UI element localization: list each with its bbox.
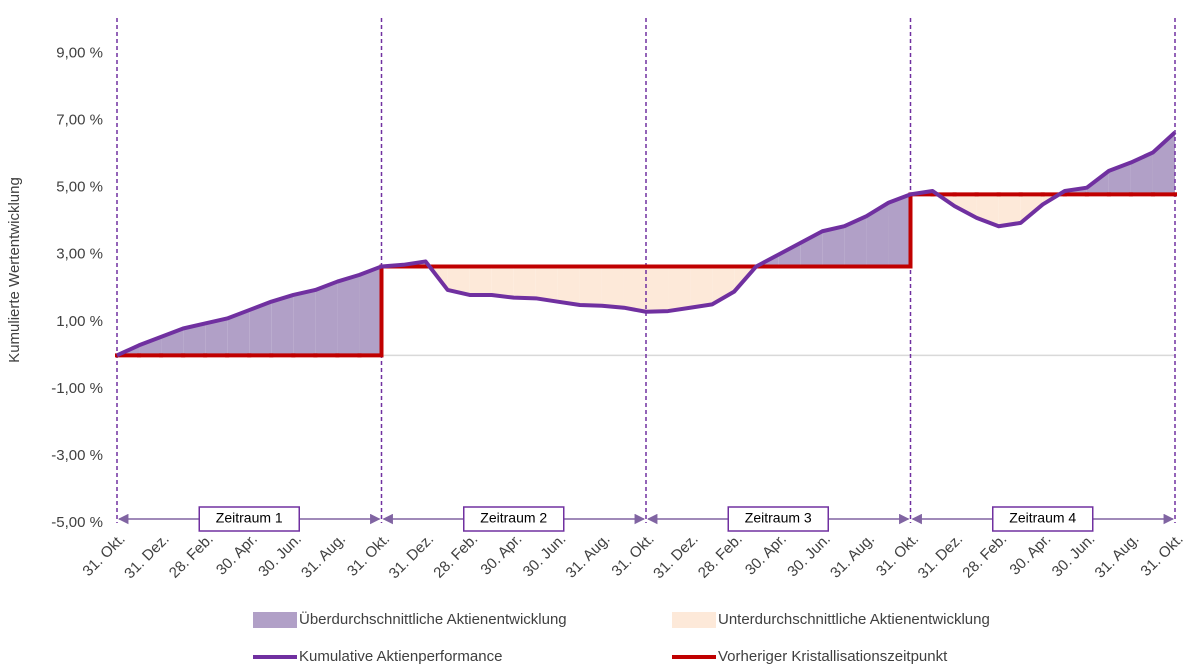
area-fill (513, 266, 536, 299)
area-fill (866, 202, 889, 267)
x-tick-label: 31. Dez. (650, 531, 702, 583)
period-box (992, 506, 1094, 532)
legend-label: Unterdurchschnittliche Aktienentwicklung (718, 611, 990, 628)
period-box (463, 506, 565, 532)
area-fill (557, 266, 580, 306)
x-tick-label: 28. Feb. (695, 531, 746, 582)
x-tick-label: 31. Dez. (121, 531, 173, 583)
x-tick-label: 30. Apr. (1006, 531, 1054, 579)
area-fill (315, 281, 338, 356)
area-fill (778, 242, 801, 267)
period-box (727, 506, 829, 532)
area-fill (579, 266, 602, 306)
x-tick-label: 31. Okt. (79, 531, 128, 580)
y-tick-label: -5,00 % (51, 514, 103, 531)
x-tick-label: 31. Aug. (298, 531, 349, 582)
period-box (198, 506, 300, 532)
y-tick-label: 3,00 % (56, 246, 103, 263)
area-fill (844, 216, 867, 267)
x-tick-label: 31. Okt. (1137, 531, 1183, 580)
x-tick-label: 28. Feb. (959, 531, 1010, 582)
area-fill (690, 266, 713, 308)
area-fill (1130, 152, 1153, 195)
y-tick-label: 5,00 % (56, 179, 103, 196)
x-tick-label: 31. Dez. (386, 531, 438, 583)
area-fill (646, 266, 669, 312)
y-tick-label: 1,00 % (56, 313, 103, 330)
y-tick-label: -1,00 % (51, 380, 103, 397)
area-fill (998, 194, 1021, 227)
area-fill (491, 266, 514, 298)
x-tick-label: 31. Dez. (915, 531, 967, 583)
area-fill (469, 266, 492, 295)
x-tick-label: 30. Jun. (784, 531, 834, 581)
area-fill (668, 266, 691, 312)
area-fill (205, 318, 228, 356)
period-label: Zeitraum 4 (1009, 510, 1076, 526)
area-fill (888, 194, 911, 267)
area-fill (623, 266, 646, 312)
y-axis-title: Kumulierte Wertentwicklung (6, 177, 23, 363)
area-fill (271, 294, 294, 356)
x-tick-label: 30. Jun. (520, 531, 570, 581)
x-tick-label: 30. Apr. (742, 531, 790, 579)
area-fill (337, 274, 360, 356)
area-fill (447, 266, 470, 295)
legend-label: Überdurchschnittliche Aktienentwicklung (299, 610, 567, 628)
area-fill (227, 310, 250, 356)
x-tick-label: 31. Okt. (608, 531, 657, 580)
area-fill (359, 266, 382, 356)
x-tick-label: 30. Apr. (477, 531, 525, 579)
legend-swatch (672, 612, 716, 628)
y-tick-label: -3,00 % (51, 447, 103, 464)
x-tick-label: 30. Jun. (255, 531, 305, 581)
legend-label: Vorheriger Kristallisationszeitpunkt (718, 648, 948, 665)
period-label: Zeitraum 2 (480, 510, 547, 526)
y-tick-label: 9,00 % (56, 45, 103, 62)
area-fill (712, 266, 735, 305)
area-fill (954, 194, 977, 218)
x-tick-label: 30. Jun. (1049, 531, 1099, 581)
period-label: Zeitraum 3 (745, 510, 812, 526)
x-tick-label: 30. Apr. (213, 531, 261, 579)
area-fill (293, 289, 316, 356)
period-label: Zeitraum 1 (216, 510, 283, 526)
area-fill (601, 266, 624, 308)
series-line (116, 130, 1177, 358)
x-tick-label: 31. Okt. (344, 531, 393, 580)
area-fill (822, 226, 845, 267)
area-fill (535, 266, 558, 302)
area-fill (139, 336, 162, 356)
x-tick-label: 31. Aug. (1092, 531, 1143, 582)
legend-label: Kumulative Aktienperformance (299, 648, 502, 665)
x-tick-label: 31. Okt. (873, 531, 922, 580)
area-fill (183, 323, 206, 356)
x-tick-label: 28. Feb. (430, 531, 481, 582)
y-tick-label: 7,00 % (56, 112, 103, 129)
area-fill (249, 301, 272, 356)
x-tick-label: 31. Aug. (827, 531, 878, 582)
legend-swatch (253, 612, 297, 628)
x-tick-label: 28. Feb. (166, 531, 217, 582)
x-tick-label: 31. Aug. (563, 531, 614, 582)
